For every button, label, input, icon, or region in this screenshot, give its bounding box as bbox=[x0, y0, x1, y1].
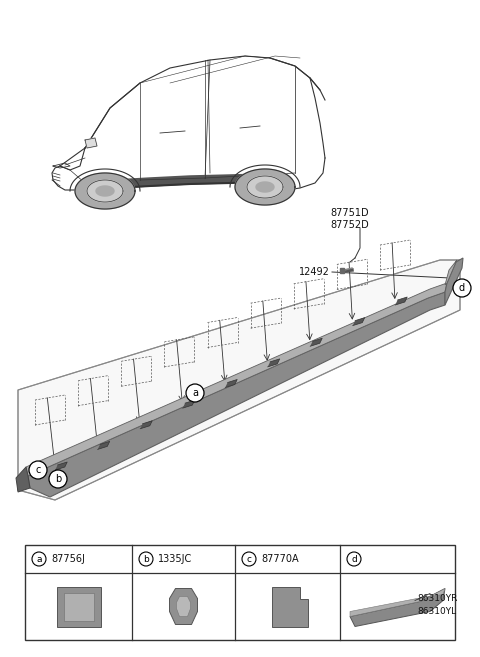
Polygon shape bbox=[169, 589, 197, 625]
Polygon shape bbox=[18, 260, 460, 500]
Polygon shape bbox=[16, 467, 30, 492]
Polygon shape bbox=[85, 175, 280, 190]
Polygon shape bbox=[98, 442, 110, 449]
Polygon shape bbox=[75, 173, 135, 209]
Text: c: c bbox=[247, 555, 252, 564]
Polygon shape bbox=[55, 462, 67, 470]
Polygon shape bbox=[350, 589, 445, 616]
Polygon shape bbox=[247, 176, 283, 198]
Polygon shape bbox=[256, 182, 274, 192]
Polygon shape bbox=[353, 317, 365, 326]
Text: b: b bbox=[55, 474, 61, 484]
Text: a: a bbox=[36, 555, 42, 564]
Text: 86310YL: 86310YL bbox=[417, 607, 456, 616]
Polygon shape bbox=[183, 400, 195, 408]
Polygon shape bbox=[272, 587, 308, 627]
Polygon shape bbox=[445, 258, 463, 305]
Text: 87770A: 87770A bbox=[261, 554, 299, 564]
Text: 87752D: 87752D bbox=[330, 220, 369, 230]
Text: 87751D: 87751D bbox=[330, 208, 369, 218]
Text: a: a bbox=[192, 388, 198, 398]
Polygon shape bbox=[57, 587, 100, 627]
Text: 12492: 12492 bbox=[299, 267, 330, 277]
Polygon shape bbox=[177, 597, 191, 616]
Circle shape bbox=[242, 552, 256, 566]
Text: d: d bbox=[459, 283, 465, 293]
Text: c: c bbox=[36, 465, 41, 475]
Polygon shape bbox=[85, 138, 97, 148]
Text: 86310YR: 86310YR bbox=[417, 594, 457, 603]
Circle shape bbox=[347, 552, 361, 566]
Polygon shape bbox=[340, 268, 344, 273]
Text: 87756J: 87756J bbox=[51, 554, 85, 564]
Polygon shape bbox=[96, 186, 114, 196]
Circle shape bbox=[29, 461, 47, 479]
Polygon shape bbox=[140, 420, 152, 429]
Circle shape bbox=[32, 552, 46, 566]
Polygon shape bbox=[445, 260, 457, 285]
Polygon shape bbox=[225, 380, 237, 388]
Polygon shape bbox=[235, 169, 295, 205]
Polygon shape bbox=[26, 283, 447, 476]
Text: 1335JC: 1335JC bbox=[158, 554, 192, 564]
Polygon shape bbox=[28, 292, 445, 497]
Polygon shape bbox=[310, 338, 322, 346]
Bar bbox=[25, 545, 455, 640]
Text: d: d bbox=[351, 555, 357, 564]
Polygon shape bbox=[63, 593, 94, 620]
Polygon shape bbox=[87, 180, 123, 202]
Circle shape bbox=[139, 552, 153, 566]
Text: b: b bbox=[143, 555, 149, 564]
Circle shape bbox=[453, 279, 471, 297]
Circle shape bbox=[186, 384, 204, 402]
Polygon shape bbox=[268, 359, 280, 367]
Polygon shape bbox=[395, 297, 407, 305]
Polygon shape bbox=[350, 589, 445, 627]
Circle shape bbox=[49, 470, 67, 488]
